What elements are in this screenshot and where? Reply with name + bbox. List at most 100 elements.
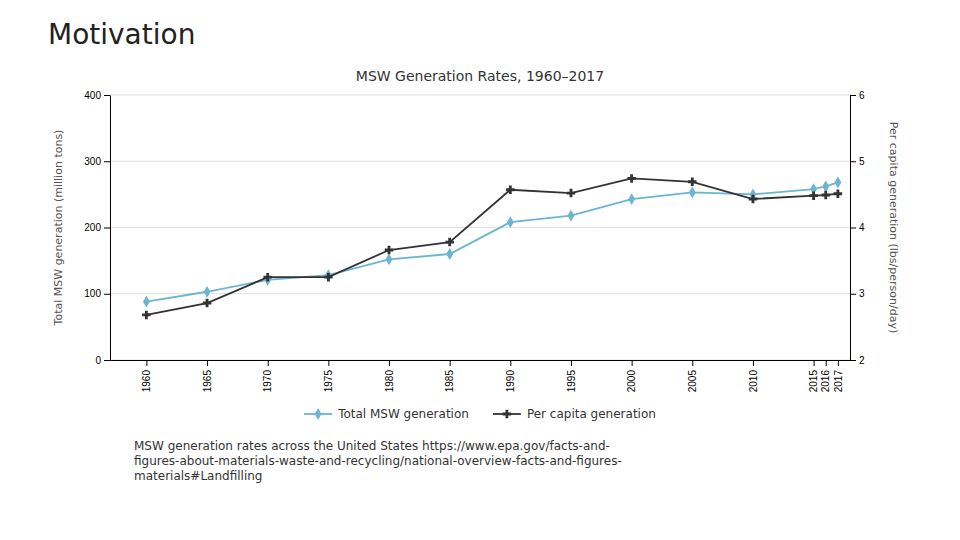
page-title: Motivation xyxy=(48,18,195,51)
tick-mark xyxy=(632,360,633,366)
y-axis-title: Total MSW generation (million tons) xyxy=(52,130,65,327)
point xyxy=(324,273,332,281)
point xyxy=(749,195,757,203)
point xyxy=(627,174,635,182)
caption-line: materials#Landfilling xyxy=(134,469,262,483)
tick-label: 2016 xyxy=(820,370,831,393)
axis-line xyxy=(111,360,851,361)
tick: 2 xyxy=(850,355,865,366)
tick-mark xyxy=(850,360,856,361)
tick-label: 4 xyxy=(859,222,865,233)
tick: 1985 xyxy=(444,360,455,392)
tick-label: 2005 xyxy=(687,370,698,393)
grid-line xyxy=(110,95,850,96)
point xyxy=(203,299,211,307)
tick: 2005 xyxy=(687,360,698,392)
tick-mark xyxy=(826,360,827,366)
legend-marker xyxy=(315,408,322,420)
tick-label: 300 xyxy=(84,156,101,167)
tick-mark xyxy=(571,360,572,366)
tick-label: 1975 xyxy=(323,370,334,393)
tick-label: 1995 xyxy=(566,370,577,393)
tick: 2017 xyxy=(833,360,844,392)
tick-label: 100 xyxy=(84,288,101,299)
grid-line xyxy=(110,227,850,228)
point xyxy=(822,181,829,193)
tick-mark xyxy=(104,161,110,162)
y-axis: 0100200300400 xyxy=(84,90,110,366)
point xyxy=(821,191,829,199)
point xyxy=(263,273,271,281)
y2-axis: 23456 xyxy=(850,90,865,366)
point xyxy=(567,189,575,197)
tick-label: 1970 xyxy=(262,370,273,393)
grid-line xyxy=(110,161,850,162)
tick-mark xyxy=(389,360,390,366)
point xyxy=(688,178,696,186)
tick-mark xyxy=(692,360,693,366)
tick: 400 xyxy=(84,90,110,101)
tick-mark xyxy=(814,360,815,366)
tick: 4 xyxy=(850,222,865,233)
tick-mark xyxy=(207,360,208,366)
y2-axis-title: Per capita generation (lbs/person/day) xyxy=(887,122,900,333)
tick-mark xyxy=(328,360,329,366)
tick-label: 2017 xyxy=(833,370,844,393)
tick-mark xyxy=(850,161,856,162)
point xyxy=(568,210,575,222)
tick-mark xyxy=(838,360,839,366)
tick: 200 xyxy=(84,222,110,233)
point xyxy=(834,177,841,189)
tick: 2010 xyxy=(748,360,759,392)
tick: 1970 xyxy=(262,360,273,392)
tick-label: 1965 xyxy=(202,370,213,393)
tick: 300 xyxy=(84,156,110,167)
grid-line xyxy=(110,360,850,361)
caption: MSW generation rates across the United S… xyxy=(134,439,622,483)
point xyxy=(143,296,150,308)
point xyxy=(385,246,393,254)
tick: 6 xyxy=(850,90,865,101)
plot-area xyxy=(142,174,842,319)
tick: 2015 xyxy=(808,360,819,392)
tick-mark xyxy=(104,95,110,96)
tick: 1990 xyxy=(505,360,516,392)
legend-label: Per capita generation xyxy=(527,407,656,421)
tick-mark xyxy=(850,294,856,295)
tick: 1960 xyxy=(141,360,152,392)
tick-label: 400 xyxy=(84,90,101,101)
caption-line: figures-about-materials-waste-and-recycl… xyxy=(134,454,622,468)
tick-label: 6 xyxy=(859,90,865,101)
point xyxy=(142,311,150,319)
series-line xyxy=(146,178,837,314)
tick-mark xyxy=(510,360,511,366)
chart-title: MSW Generation Rates, 1960–2017 xyxy=(356,68,604,84)
grid-line xyxy=(110,293,850,294)
legend: Total MSW generation Per capita generatio… xyxy=(304,407,656,421)
tick: 5 xyxy=(850,156,865,167)
tick-label: 2000 xyxy=(626,370,637,393)
tick-label: 5 xyxy=(859,156,865,167)
tick-mark xyxy=(104,228,110,229)
tick-mark xyxy=(268,360,269,366)
point xyxy=(204,286,211,298)
point xyxy=(506,185,514,193)
tick-label: 1960 xyxy=(141,370,152,393)
chart: Motivation MSW Generation Rates, 1960–201… xyxy=(0,0,960,540)
tick-label: 2 xyxy=(859,355,865,366)
legend-item: Per capita generation xyxy=(493,407,656,421)
tick-mark xyxy=(104,294,110,295)
tick-label: 1990 xyxy=(505,370,516,393)
point xyxy=(834,189,842,197)
axis-line xyxy=(110,96,111,361)
tick-label: 2010 xyxy=(748,370,759,393)
tick-label: 1985 xyxy=(444,370,455,393)
tick-mark xyxy=(146,360,147,366)
tick: 100 xyxy=(84,288,110,299)
point xyxy=(446,248,453,260)
tick-mark xyxy=(104,360,110,361)
tick: 2000 xyxy=(626,360,637,392)
grid xyxy=(110,95,850,360)
legend-item: Total MSW generation xyxy=(304,407,469,421)
legend-label: Total MSW generation xyxy=(337,407,469,421)
